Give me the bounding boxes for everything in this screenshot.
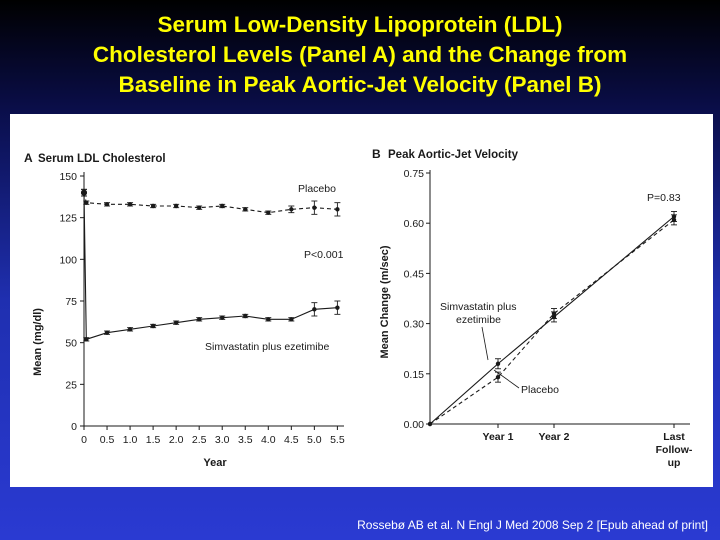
panel-a-x-tick-label: 5.5 — [330, 434, 345, 446]
panel-b-ylabel: Mean Change (m/sec) — [379, 245, 391, 358]
panel-a-data-point — [312, 205, 317, 210]
panel-b-letter: B — [372, 147, 381, 161]
panel-a-x-tick-label: 3.0 — [215, 434, 230, 446]
panel-a-x-tick-label: 2.0 — [169, 434, 184, 446]
title-line-3: Baseline in Peak Aortic-Jet Velocity (Pa… — [118, 72, 602, 97]
slide-title: Serum Low-Density Lipoprotein (LDL) Chol… — [0, 10, 720, 100]
panel-b-category-label: Year 1 — [483, 431, 514, 443]
panel-a-y-tick-label: 125 — [59, 213, 77, 225]
panel-b-legend-simva-line1: Simvastatin plus — [440, 301, 516, 313]
panel-a-data-point — [312, 307, 317, 312]
panel-b-y-tick-label: 0.00 — [404, 419, 425, 431]
panel-a-legend-simva: Simvastatin plus ezetimibe — [205, 341, 329, 353]
panel-a-data-point — [84, 337, 89, 342]
panel-a-ylabel: Mean (mg/dl) — [32, 308, 44, 376]
panel-a-x-tick-label: 4.0 — [261, 434, 276, 446]
panel-a-data-point — [150, 323, 156, 329]
panel-a-y-tick-label: 25 — [65, 379, 77, 391]
panel-a-x-tick-label: 0 — [81, 434, 87, 446]
panel-a-data-point — [266, 210, 271, 215]
panel-b-data-point — [427, 421, 433, 427]
panel-a-series-line — [83, 192, 338, 214]
panel-a-data-point — [81, 189, 87, 196]
panel-a-y-tick-label: 150 — [59, 171, 77, 183]
panel-b-category-label: Follow- — [656, 444, 693, 456]
panel-a-x-tick-label: 5.0 — [307, 434, 322, 446]
panel-a-y-tick-label: 75 — [65, 296, 77, 308]
panel-b-legend-placebo: Placebo — [521, 384, 559, 396]
panel-a-letter: A — [24, 151, 33, 165]
panel-b-data-point — [495, 374, 501, 380]
panel-a-data-point — [289, 207, 294, 212]
panel-b-legend-simva-line2: ezetimibe — [456, 314, 501, 326]
panel-a-y-tick-label: 0 — [71, 421, 77, 433]
panel-a-series-line — [83, 192, 338, 341]
panel-a-data-point — [173, 203, 179, 209]
panel-a-y-tick-label: 50 — [65, 338, 77, 350]
panel-b-data-point — [671, 217, 677, 223]
panel-a-data-point — [220, 315, 225, 320]
figure-svg: A Serum LDL Cholesterol Year Mean (mg/dl… — [24, 147, 693, 469]
panel-b-data-point — [495, 361, 501, 366]
panel-a-x-tick-label: 2.5 — [192, 434, 207, 446]
panel-a-data-point — [104, 202, 110, 207]
panel-a-data-point — [196, 317, 202, 322]
panel-a-x-tick-label: 0.5 — [100, 434, 115, 446]
panel-b-data-point — [551, 311, 557, 316]
panel-a-x-tick-label: 1.0 — [123, 434, 138, 446]
panel-a-data-point — [173, 320, 179, 325]
panel-a-x-tick-label: 3.5 — [238, 434, 253, 446]
panel-a-x-tick-label: 1.5 — [146, 434, 161, 446]
panel-b-series-line — [429, 216, 675, 425]
panel-a-data-point — [243, 313, 248, 319]
panel-a-y-tick-label: 100 — [59, 254, 77, 266]
panel-a-data-point — [243, 207, 248, 212]
figure-panel: A Serum LDL Cholesterol Year Mean (mg/dl… — [10, 114, 713, 487]
panel-b-y-tick-label: 0.30 — [404, 319, 425, 331]
panel-a-data-point — [335, 305, 340, 310]
panel-a-data-point — [335, 207, 340, 212]
panel-a-data-point — [84, 200, 89, 205]
panel-a-data-point — [289, 317, 294, 322]
panel-b-leader-simva — [481, 326, 489, 361]
panel-a-data-point — [220, 203, 225, 209]
panel-b-y-tick-label: 0.60 — [404, 218, 425, 230]
panel-b-title: Peak Aortic-Jet Velocity — [388, 149, 519, 161]
panel-a-data-point — [150, 203, 156, 209]
panel-a-data-point — [104, 330, 110, 335]
panel-b-category-label: Last — [663, 431, 685, 443]
panel-b-pvalue: P=0.83 — [647, 192, 681, 204]
title-line-2: Cholesterol Levels (Panel A) and the Cha… — [92, 42, 628, 67]
panel-a-data-point — [266, 317, 271, 322]
panel-b-category-label: Year 2 — [539, 431, 570, 443]
panel-a-x-tick-label: 4.5 — [284, 434, 299, 446]
citation: Rossebø AB et al. N Engl J Med 2008 Sep … — [357, 518, 708, 532]
panel-a-pvalue: P<0.001 — [304, 249, 344, 261]
panel-b-category-label: up — [668, 457, 681, 469]
panel-a-title: Serum LDL Cholesterol — [38, 153, 166, 165]
title-line-1: Serum Low-Density Lipoprotein (LDL) — [157, 12, 563, 37]
panel-b-y-tick-label: 0.75 — [404, 168, 425, 180]
panel-b-y-tick-label: 0.45 — [404, 268, 425, 280]
panel-b-y-tick-label: 0.15 — [404, 369, 425, 381]
panel-a-xlabel: Year — [203, 457, 227, 469]
panel-a-data-point — [196, 205, 202, 210]
panel-a-data-point — [127, 202, 133, 207]
panel-a-legend-placebo: Placebo — [298, 183, 336, 195]
panel-a-data-point — [127, 327, 133, 332]
